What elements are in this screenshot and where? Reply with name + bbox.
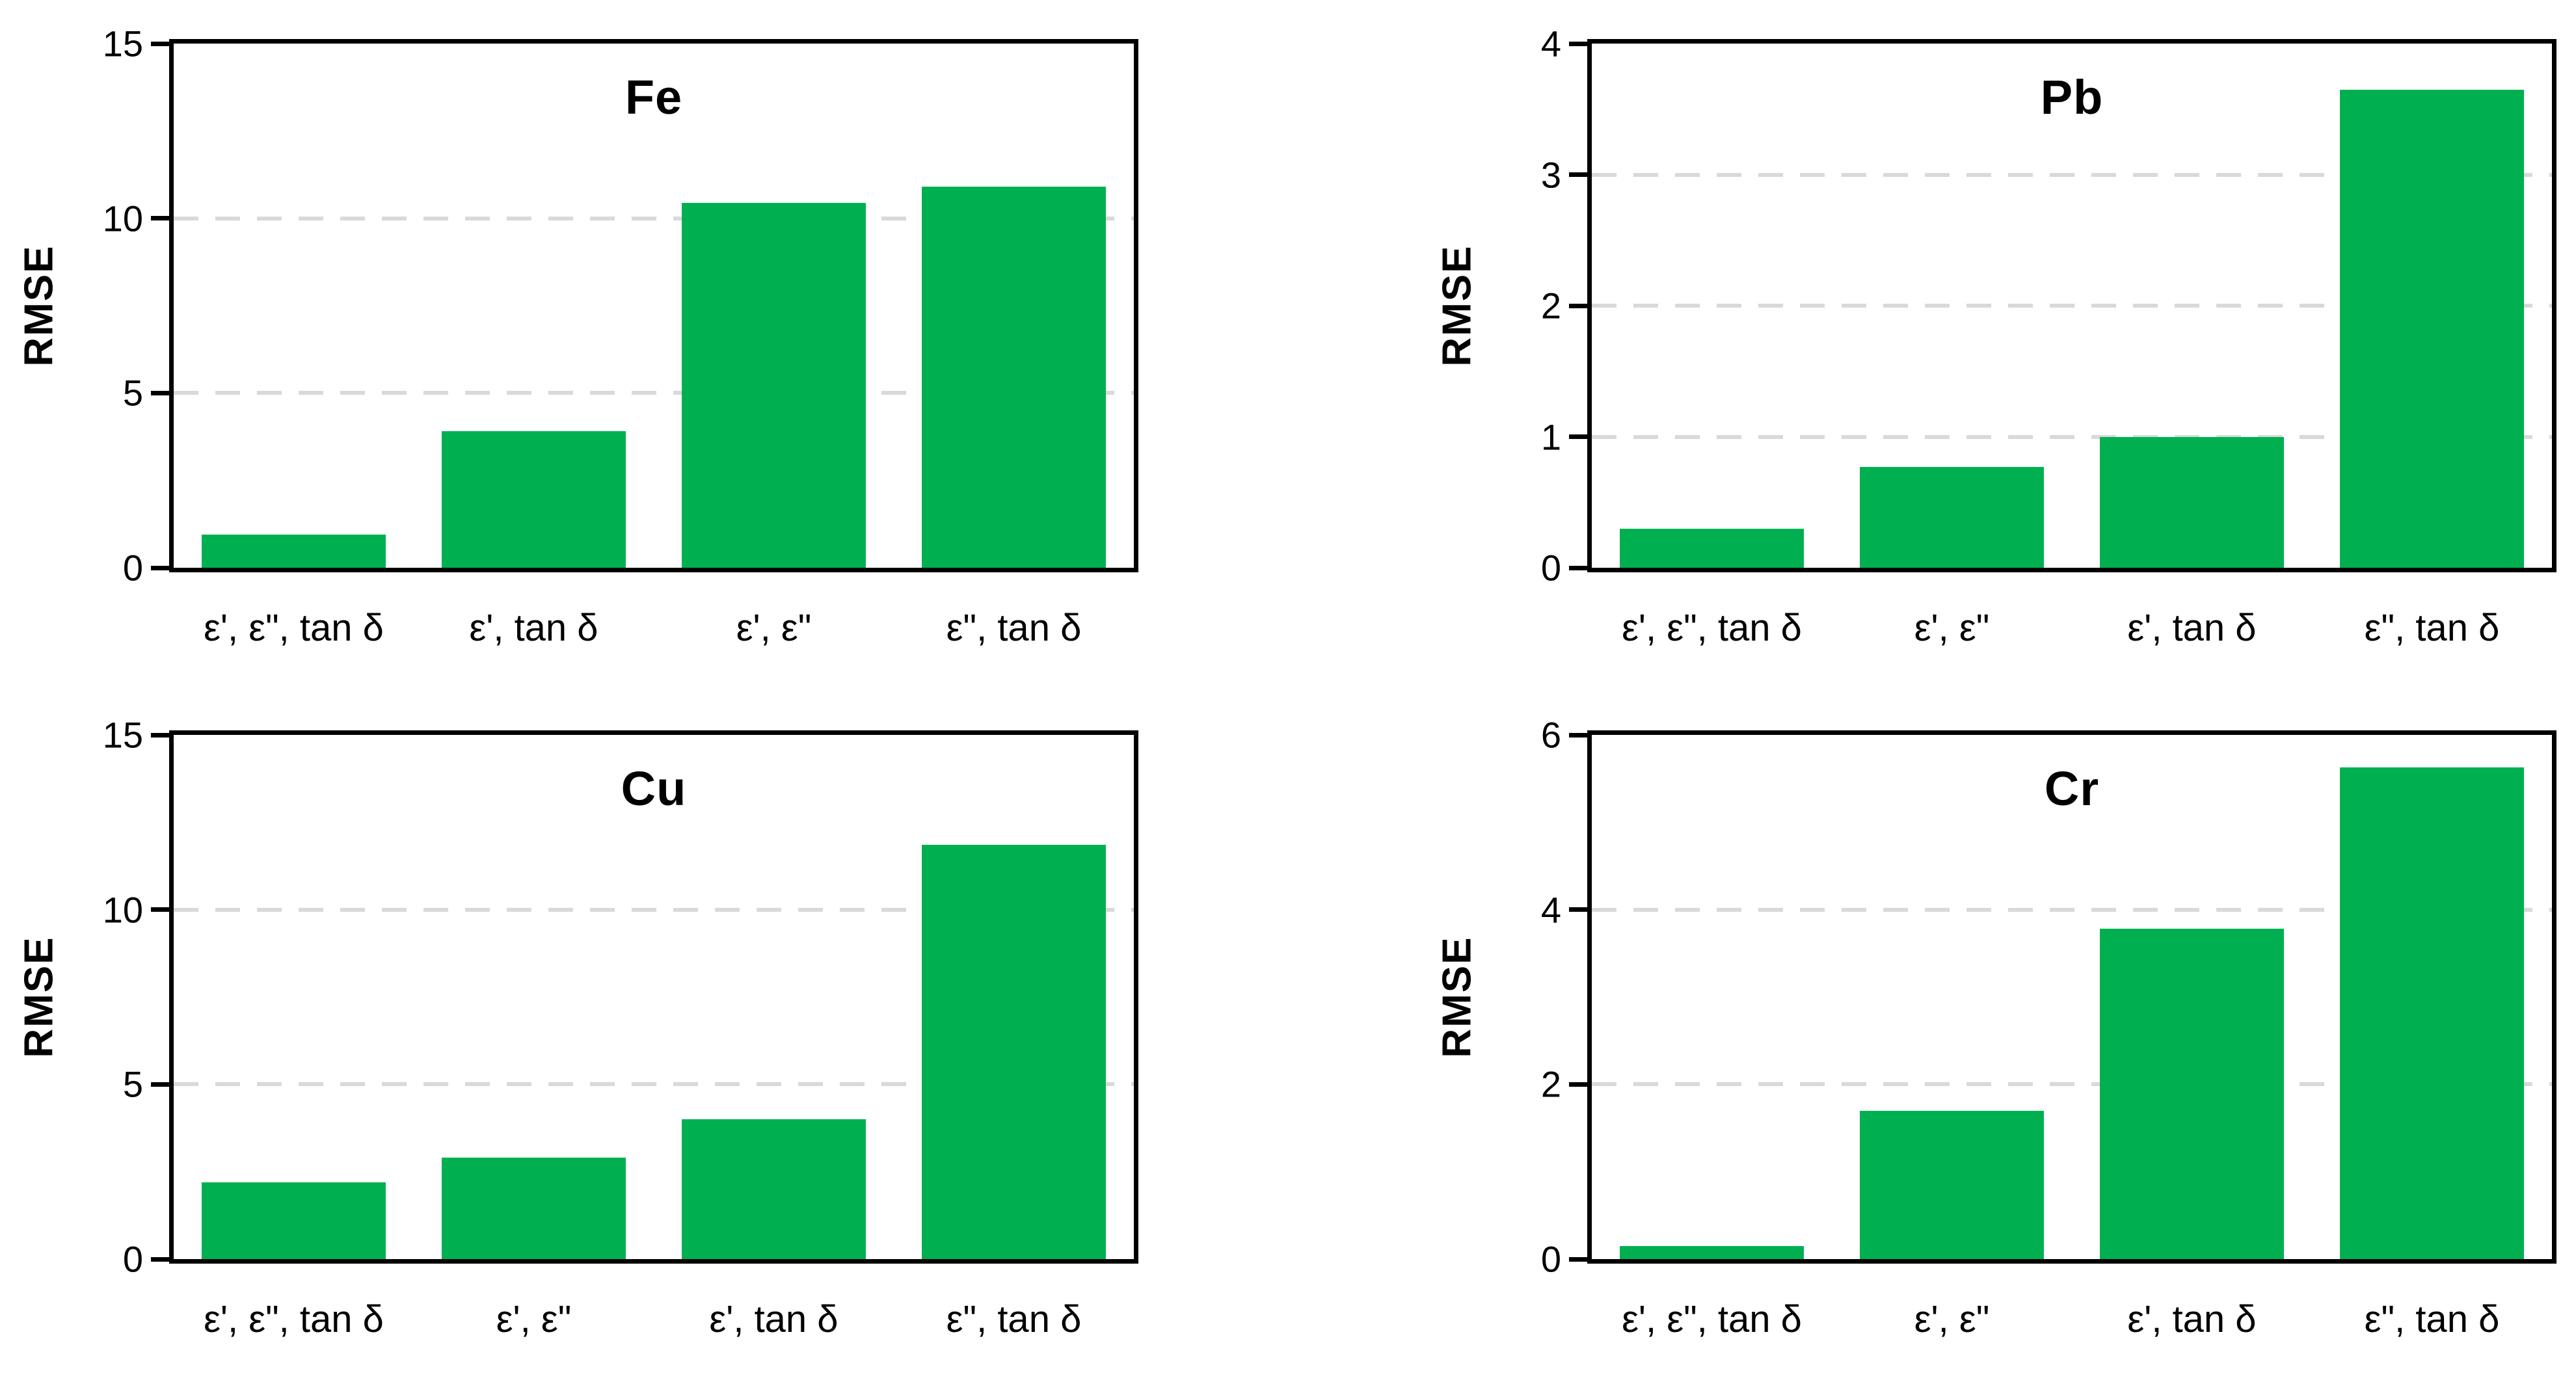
- y-axis-label: RMSE: [1434, 245, 1480, 367]
- y-tick-label: 2: [1540, 1063, 1561, 1105]
- x-category-label: ε", tan δ: [2364, 607, 2500, 649]
- gridline: [174, 1082, 1134, 1087]
- y-tick-label: 10: [102, 889, 143, 931]
- y-tick-label: 1: [1540, 416, 1561, 457]
- chart-cr: RMSE Cr 0 2 4 6 ε', ε", tan δ ε', ε" ε', tan δ…: [1288, 691, 2576, 1382]
- x-category-label: ε', ε": [1914, 607, 1990, 649]
- y-tick-label: 4: [1540, 889, 1561, 931]
- x-category-label: ε', ε": [1914, 1298, 1990, 1340]
- y-tick-label: 4: [1540, 23, 1561, 64]
- y-tick: [1569, 434, 1587, 439]
- bar: [202, 534, 386, 568]
- gridline: [174, 216, 1134, 220]
- y-tick: [151, 1256, 169, 1262]
- y-tick: [1569, 907, 1587, 912]
- bar: [2100, 929, 2284, 1259]
- gridline: [1592, 1082, 2552, 1087]
- y-tick: [151, 390, 169, 395]
- bar: [442, 431, 626, 568]
- gridline: [174, 391, 1134, 395]
- bar: [1620, 528, 1804, 568]
- bar: [682, 202, 866, 568]
- y-tick: [1569, 41, 1587, 46]
- chart-title: Cu: [621, 762, 687, 816]
- bar: [442, 1158, 626, 1259]
- bar: [922, 845, 1106, 1259]
- y-tick-label: 0: [1540, 547, 1561, 589]
- x-category-label: ε', ε", tan δ: [1622, 607, 1802, 649]
- y-tick: [1569, 303, 1587, 308]
- bar: [1620, 1245, 1804, 1259]
- bar: [2100, 436, 2284, 568]
- gridline: [1592, 172, 2552, 177]
- chart-title: Pb: [2040, 70, 2104, 124]
- gridline: [1592, 304, 2552, 308]
- x-category-label: ε", tan δ: [946, 1298, 1082, 1340]
- gridline: [1592, 434, 2552, 439]
- y-tick: [151, 1082, 169, 1087]
- chart-cu: RMSE Cu 0 5 10 15 ε', ε", tan δ ε', ε" ε', tan…: [0, 691, 1288, 1382]
- chart-title: Cr: [2044, 762, 2100, 816]
- y-tick: [1569, 172, 1587, 177]
- plot-area: Pb: [1587, 39, 2556, 572]
- x-category-label: ε', tan δ: [709, 1298, 839, 1340]
- y-tick-label: 5: [122, 1063, 143, 1105]
- y-tick: [1569, 1256, 1587, 1262]
- y-axis-label: RMSE: [1434, 936, 1480, 1058]
- y-tick-label: 0: [122, 547, 143, 589]
- y-tick-label: 5: [122, 372, 143, 414]
- bar: [1860, 466, 2044, 568]
- x-category-label: ε", tan δ: [946, 607, 1082, 649]
- x-category-label: ε', tan δ: [469, 607, 598, 649]
- y-tick: [151, 565, 169, 570]
- x-category-label: ε', ε", tan δ: [204, 607, 384, 649]
- bar: [2340, 767, 2524, 1259]
- bar: [1860, 1110, 2044, 1259]
- y-tick: [1569, 732, 1587, 738]
- y-tick: [1569, 565, 1587, 570]
- y-tick-label: 2: [1540, 285, 1561, 326]
- plot-area: Fe: [169, 39, 1138, 572]
- gridline: [174, 907, 1134, 912]
- plot-area: Cu: [169, 730, 1138, 1264]
- y-tick-label: 0: [1540, 1238, 1561, 1280]
- y-tick-label: 6: [1540, 714, 1561, 756]
- y-tick-label: 10: [102, 198, 143, 239]
- x-category-label: ε', ε": [496, 1298, 572, 1340]
- y-tick: [1569, 1082, 1587, 1087]
- y-axis-label: RMSE: [16, 936, 62, 1058]
- x-category-label: ε', tan δ: [2127, 607, 2257, 649]
- x-category-label: ε', ε", tan δ: [204, 1298, 384, 1340]
- gridline: [1592, 907, 2552, 912]
- x-category-label: ε", tan δ: [2364, 1298, 2500, 1340]
- y-tick: [151, 732, 169, 738]
- y-tick: [151, 41, 169, 46]
- y-axis-label: RMSE: [16, 245, 62, 367]
- y-tick-label: 15: [102, 714, 143, 756]
- y-tick: [151, 216, 169, 221]
- bar: [922, 187, 1106, 568]
- chart-pb: RMSE Pb 0 1 2 3 4 ε', ε", tan δ ε', ε" ε', tan …: [1288, 0, 2576, 691]
- x-category-label: ε', ε": [736, 607, 812, 649]
- bar: [682, 1119, 866, 1259]
- y-tick: [151, 907, 169, 912]
- plot-area: Cr: [1587, 730, 2556, 1264]
- bar: [202, 1182, 386, 1259]
- bar: [2340, 89, 2524, 568]
- x-category-label: ε', ε", tan δ: [1622, 1298, 1802, 1340]
- chart-fe: RMSE Fe 0 5 10 15 ε', ε", tan δ ε', tan δ ε', …: [0, 0, 1288, 691]
- y-tick-label: 0: [122, 1238, 143, 1280]
- x-category-label: ε', tan δ: [2127, 1298, 2257, 1340]
- chart-title: Fe: [624, 70, 683, 124]
- y-tick-label: 15: [102, 23, 143, 64]
- y-tick-label: 3: [1540, 154, 1561, 195]
